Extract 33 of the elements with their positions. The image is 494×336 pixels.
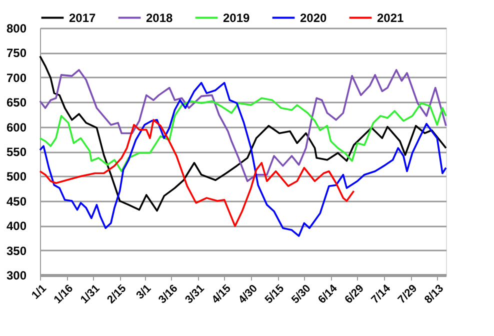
x-tick-label: 3/1: [134, 282, 154, 302]
line-series: [39, 69, 447, 182]
legend-label: 2021: [377, 10, 404, 25]
x-tick-label: 1/31: [78, 282, 102, 306]
x-tick-label: 1/1: [30, 282, 49, 302]
legend-label: 2019: [223, 10, 250, 25]
y-tick-label: 550: [6, 145, 27, 159]
x-tick-label: 6/14: [316, 282, 340, 306]
y-tick-label: 350: [6, 244, 27, 258]
x-tick-label: 7/29: [396, 282, 420, 306]
x-tick-label: 3/16: [156, 282, 180, 306]
y-tick-label: 400: [6, 219, 27, 234]
y-tick-label: 750: [6, 46, 27, 60]
legend-label: 2018: [146, 10, 174, 25]
line-series: [39, 97, 447, 172]
x-tick-label: 4/30: [236, 282, 260, 306]
x-tick-label: 7/14: [369, 282, 394, 306]
x-tick-label: 6/29: [342, 282, 366, 306]
y-tick-label: 700: [6, 70, 27, 85]
legend-label: 2017: [69, 10, 96, 25]
y-tick-label: 650: [6, 96, 27, 110]
x-tick-label: 3/31: [183, 282, 207, 306]
y-tick-label: 600: [6, 120, 27, 134]
y-tick-label: 800: [6, 22, 27, 36]
line-series: [39, 118, 355, 227]
x-tick-label: 8/13: [422, 282, 446, 306]
y-tick-label: 450: [6, 194, 27, 208]
line-series: [39, 55, 447, 212]
y-tick-label: 500: [6, 170, 27, 184]
line-series: [39, 82, 447, 237]
y-tick-label: 300: [6, 268, 27, 282]
legend-label: 2020: [300, 10, 328, 25]
x-tick-label: 5/30: [290, 282, 314, 306]
